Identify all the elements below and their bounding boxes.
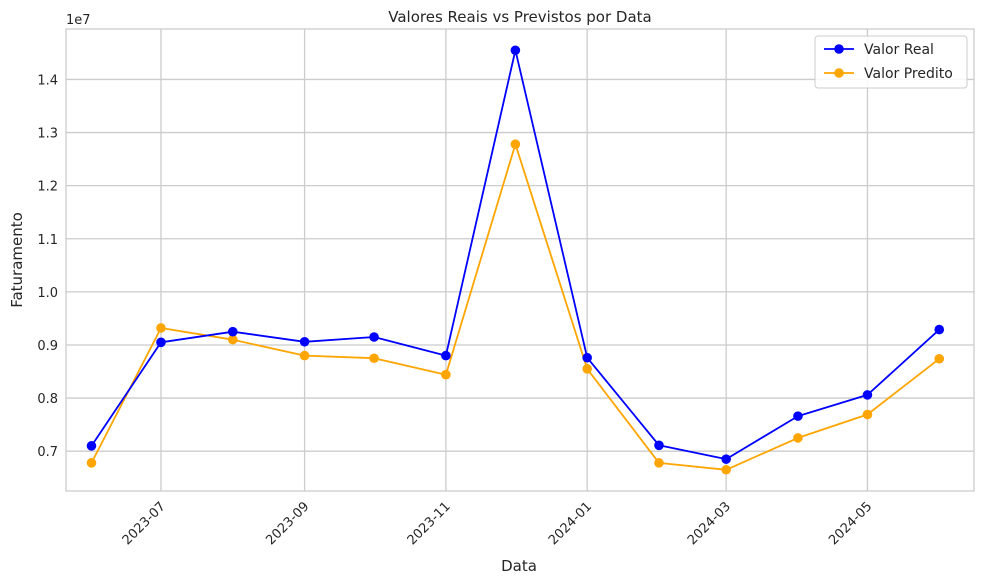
data-point: [156, 337, 166, 348]
data-point: [582, 352, 592, 363]
data-point: [510, 139, 521, 150]
data-point: [299, 336, 310, 347]
data-point: [934, 353, 945, 364]
data-point: [654, 458, 664, 468]
legend: Valor Real Valor Predito: [814, 35, 968, 89]
legend-item: Valor Real: [824, 42, 934, 58]
y-axis-label: Faturamento: [8, 212, 26, 308]
y-tick-label: 0.9: [37, 339, 58, 354]
legend-dot-marker: [834, 44, 844, 54]
y-tick-label: 1.3: [37, 127, 58, 142]
data-point: [582, 364, 592, 374]
data-point: [369, 332, 379, 342]
legend-item: Valor Predito: [824, 66, 953, 82]
legend-dot-marker: [834, 68, 844, 78]
data-point: [793, 411, 803, 421]
data-point: [441, 369, 451, 380]
x-axis-label: Data: [501, 557, 537, 575]
plot-area: [65, 28, 975, 492]
data-point: [369, 353, 379, 364]
legend-label: Valor Real: [864, 42, 934, 58]
y-axis-ticks: 0.7 0.8 0.9 1.0 1.1 1.2 1.3 1.4: [37, 73, 58, 460]
y-axis-offset-label: 1e7: [66, 13, 91, 28]
data-point: [156, 323, 166, 333]
series-group: [86, 45, 945, 475]
data-point: [86, 458, 97, 468]
chart-title: Valores Reais vs Previstos por Data: [388, 8, 651, 26]
data-point: [510, 45, 521, 56]
y-tick-label: 1.4: [37, 73, 58, 88]
data-point: [793, 433, 803, 443]
data-point: [227, 326, 238, 337]
data-point: [441, 350, 451, 361]
y-tick-label: 1.2: [37, 180, 58, 195]
data-point: [654, 440, 664, 451]
data-point: [227, 334, 238, 345]
series-1: [86, 139, 945, 475]
data-point: [299, 350, 310, 361]
data-point: [862, 390, 873, 400]
y-tick-label: 1.0: [37, 286, 58, 301]
series-0: [86, 45, 945, 464]
y-tick-label: 1.1: [37, 233, 58, 248]
y-tick-label: 0.8: [37, 392, 58, 407]
data-point: [721, 464, 731, 475]
legend-label: Valor Predito: [864, 66, 953, 82]
data-point: [721, 454, 731, 464]
grid-lines: [66, 29, 974, 491]
y-tick-label: 0.7: [37, 445, 58, 460]
data-point: [934, 324, 945, 335]
data-point: [86, 441, 97, 451]
data-point: [862, 409, 873, 420]
